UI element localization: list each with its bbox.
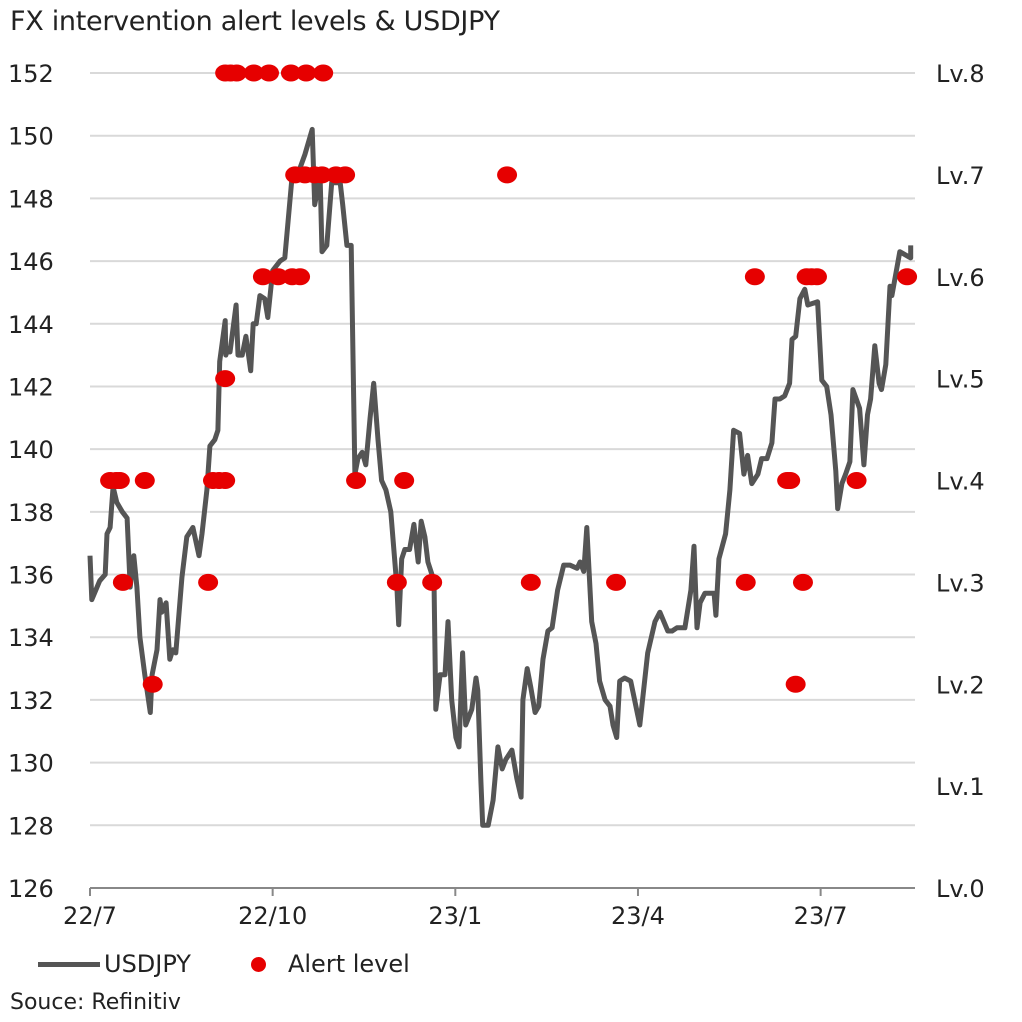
alert-level-point: [280, 64, 301, 82]
legend-line-swatch: [38, 961, 100, 967]
alert-level-point: [497, 166, 518, 184]
alert-level-point: [311, 166, 332, 184]
alert-level-point: [346, 472, 367, 489]
y-tick-left: 126: [8, 875, 54, 903]
y-tick-left: 146: [8, 248, 54, 276]
alert-level-point: [290, 268, 311, 286]
y-tick-right: Lv.6: [936, 264, 985, 292]
x-tick-label: 22/7: [63, 902, 117, 930]
alert-level-point: [744, 268, 765, 286]
alert-level-point: [780, 472, 801, 489]
alert-level-point: [846, 472, 867, 489]
x-tick-label: 22/10: [238, 902, 307, 930]
alert-level-point: [792, 573, 813, 591]
alert-level-point: [735, 573, 756, 591]
y-tick-left: 130: [8, 750, 54, 778]
legend-label-alert: Alert level: [287, 950, 410, 978]
legend-dot-swatch: [250, 956, 266, 972]
alert-level-point: [226, 64, 247, 82]
y-tick-left: 140: [8, 436, 54, 464]
y-tick-left: 132: [8, 687, 54, 715]
alert-level-point: [520, 573, 541, 591]
alert-level-point: [785, 675, 806, 693]
y-tick-left: 138: [8, 499, 54, 527]
x-tick-label: 23/1: [428, 902, 482, 930]
y-tick-left: 144: [8, 311, 54, 339]
y-tick-right: Lv.0: [936, 875, 985, 903]
alert-level-point: [198, 573, 219, 591]
y-tick-right: Lv.8: [936, 60, 985, 88]
alert-level-point: [215, 370, 236, 388]
x-tick-label: 23/4: [611, 902, 665, 930]
y-tick-left: 152: [8, 60, 54, 88]
alert-level-point: [134, 472, 155, 489]
y-tick-right: Lv.4: [936, 468, 985, 496]
alert-level-point: [268, 268, 289, 286]
legend-label-usdjpy: USDJPY: [104, 950, 191, 978]
alert-level-point: [386, 573, 407, 591]
alert-level-point: [296, 64, 317, 82]
alert-level-point: [897, 268, 918, 286]
y-tick-left: 128: [8, 812, 54, 840]
alert-level-point: [142, 675, 163, 693]
alert-level-point: [109, 472, 130, 489]
alert-level-point: [806, 268, 827, 286]
y-tick-left: 150: [8, 123, 54, 151]
y-tick-right: Lv.7: [936, 162, 985, 190]
y-tick-left: 142: [8, 373, 54, 401]
y-tick-right: Lv.2: [936, 671, 985, 699]
source-note: Souce: Refinitiv: [10, 990, 181, 1015]
alert-level-point: [394, 472, 415, 489]
y-tick-right: Lv.3: [936, 569, 985, 597]
alert-level-point: [313, 64, 334, 82]
alert-level-point: [243, 64, 264, 82]
y-tick-left: 136: [8, 562, 54, 590]
x-tick-label: 23/7: [794, 902, 848, 930]
alert-level-point: [422, 573, 443, 591]
legend: USDJPY Alert level: [38, 950, 410, 978]
usdjpy-line: [87, 126, 914, 828]
alert-level-point: [215, 472, 236, 489]
y-tick-left: 134: [8, 624, 54, 652]
alert-level-point: [259, 64, 280, 82]
alert-level-point: [606, 573, 627, 591]
y-tick-right: Lv.1: [936, 773, 985, 801]
alert-level-point: [112, 573, 133, 591]
y-tick-left: 148: [8, 185, 54, 213]
alert-level-point: [252, 268, 273, 286]
alert-level-point: [335, 166, 356, 184]
y-tick-right: Lv.5: [936, 366, 985, 394]
chart-title: FX intervention alert levels & USDJPY: [10, 6, 500, 37]
